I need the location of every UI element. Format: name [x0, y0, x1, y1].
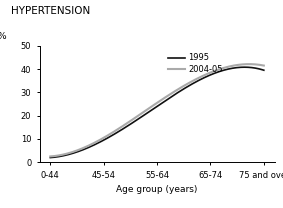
2004-05 [247, 63, 250, 65]
1995 [262, 69, 265, 72]
2004-05 [262, 64, 265, 67]
1995 [49, 156, 53, 159]
2004-05 [175, 89, 178, 91]
2004-05 [49, 155, 52, 158]
2004-05 [49, 155, 53, 158]
Line: 1995: 1995 [50, 67, 264, 158]
2004-05 [242, 63, 246, 66]
1995 [175, 92, 178, 94]
Text: HYPERTENSION: HYPERTENSION [11, 6, 91, 16]
X-axis label: Age group (years): Age group (years) [116, 185, 198, 194]
Line: 2004-05: 2004-05 [50, 64, 264, 156]
Legend: 1995, 2004-05: 1995, 2004-05 [168, 53, 223, 74]
1995 [242, 66, 246, 68]
1995 [243, 66, 246, 68]
1995 [49, 156, 52, 159]
2004-05 [176, 88, 179, 91]
2004-05 [229, 65, 232, 68]
1995 [229, 67, 232, 70]
2004-05 [179, 86, 183, 89]
1995 [176, 92, 179, 94]
Text: %: % [0, 32, 6, 41]
1995 [179, 89, 183, 92]
